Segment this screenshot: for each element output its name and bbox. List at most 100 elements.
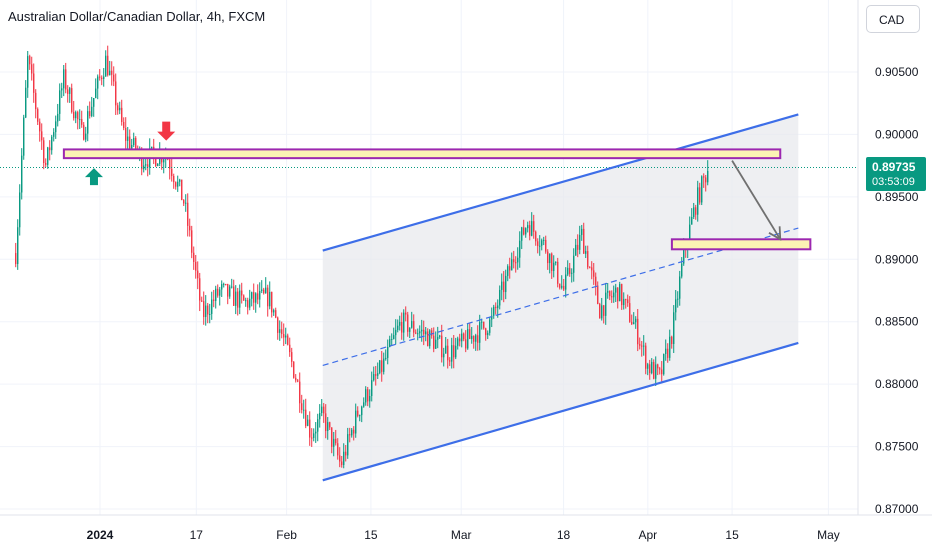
candle-body bbox=[541, 240, 543, 246]
candle-body bbox=[63, 69, 65, 89]
candle-body bbox=[239, 290, 241, 308]
candle-body bbox=[187, 202, 189, 226]
candle-body bbox=[143, 165, 145, 170]
candle-body bbox=[505, 275, 507, 293]
price-tick-label: 0.90000 bbox=[875, 127, 919, 141]
candle-body bbox=[379, 360, 381, 374]
candle-body bbox=[595, 276, 597, 286]
candle-body bbox=[551, 253, 553, 271]
candle-body bbox=[279, 329, 281, 333]
candle-body bbox=[253, 292, 255, 303]
candle-body bbox=[255, 293, 257, 303]
candle-body bbox=[523, 227, 525, 235]
candle-body bbox=[583, 228, 585, 254]
candle-body bbox=[267, 287, 269, 307]
candle-body bbox=[597, 285, 599, 304]
candle-body bbox=[357, 410, 359, 417]
candle-body bbox=[77, 112, 79, 120]
candle-body bbox=[333, 438, 335, 447]
candle-body bbox=[47, 147, 49, 165]
candle-body bbox=[561, 285, 563, 288]
candle-body bbox=[707, 170, 709, 183]
candle-body bbox=[297, 380, 299, 382]
candle-body bbox=[403, 312, 405, 333]
last-price-badge: 0.89735 03:53:09 bbox=[866, 157, 926, 191]
candle-body bbox=[217, 288, 219, 296]
currency-button[interactable]: CAD bbox=[866, 5, 920, 33]
candle-body bbox=[285, 335, 287, 338]
candle-body bbox=[33, 73, 35, 93]
candle-body bbox=[395, 329, 397, 336]
time-tick-label: 2024 bbox=[87, 528, 114, 542]
candle-body bbox=[43, 140, 45, 164]
candle-body bbox=[219, 289, 221, 296]
candle-body bbox=[613, 292, 615, 298]
candle-body bbox=[435, 339, 437, 349]
candle-body bbox=[199, 278, 201, 301]
candle-body bbox=[79, 119, 81, 121]
candle-body bbox=[225, 283, 227, 285]
buy-arrow-icon[interactable] bbox=[84, 168, 103, 186]
candle-body bbox=[609, 291, 611, 297]
price-tick-label: 0.87500 bbox=[875, 440, 919, 454]
candle-body bbox=[481, 321, 483, 323]
projection-arrow[interactable] bbox=[731, 160, 782, 240]
candle-body bbox=[457, 338, 459, 346]
candle-body bbox=[27, 56, 29, 88]
candle-body bbox=[309, 419, 311, 438]
candle-body bbox=[563, 285, 565, 290]
candle-body bbox=[599, 303, 601, 319]
support-zone[interactable] bbox=[670, 238, 812, 251]
candle-body bbox=[447, 345, 449, 361]
channel-upper-line[interactable] bbox=[322, 113, 799, 252]
resistance-zone[interactable] bbox=[62, 148, 782, 160]
candle-body bbox=[17, 227, 19, 265]
candle-body bbox=[593, 270, 595, 277]
time-tick-label: 17 bbox=[190, 528, 204, 542]
candle-body bbox=[67, 89, 69, 94]
candle-body bbox=[549, 253, 551, 264]
candle-body bbox=[359, 415, 361, 417]
price-axis[interactable]: 0.90500 0.90000 0.89500 0.89000 0.88500 0.880… bbox=[857, 0, 919, 516]
candle-body bbox=[463, 333, 465, 340]
candle-body bbox=[115, 81, 117, 106]
channel-area bbox=[322, 114, 799, 481]
time-tick-label: Feb bbox=[276, 528, 297, 542]
candle-body bbox=[437, 336, 439, 340]
candle-body bbox=[605, 292, 607, 316]
candle-body bbox=[629, 303, 631, 322]
candle-body bbox=[429, 330, 431, 347]
candle-body bbox=[93, 98, 95, 107]
candle-body bbox=[553, 262, 555, 271]
candle-body bbox=[75, 112, 77, 119]
candle-body bbox=[233, 286, 235, 306]
candle-body bbox=[179, 179, 181, 182]
time-axis[interactable]: 2024 17 Feb 15 Mar 18 Apr 15 May bbox=[0, 514, 932, 542]
candle-body bbox=[259, 290, 261, 300]
candle-body bbox=[529, 225, 531, 236]
candle-body bbox=[127, 136, 129, 141]
candle-body bbox=[373, 374, 375, 381]
sell-arrow-icon[interactable] bbox=[157, 121, 176, 141]
candle-body bbox=[291, 352, 293, 362]
candle-body bbox=[455, 345, 457, 358]
channel-lower-line[interactable] bbox=[322, 341, 799, 482]
candle-body bbox=[119, 107, 121, 111]
candle-body bbox=[35, 92, 37, 110]
channel-median-line[interactable] bbox=[322, 227, 799, 366]
candle-body bbox=[401, 321, 403, 333]
drawing-layer[interactable] bbox=[0, 113, 858, 482]
candle-body bbox=[361, 406, 363, 416]
candle-body bbox=[37, 109, 39, 122]
candle-body bbox=[317, 419, 319, 432]
candle-body bbox=[325, 413, 327, 432]
candle-body bbox=[241, 290, 243, 296]
candle-body bbox=[287, 335, 289, 345]
candle-body bbox=[313, 433, 315, 439]
candle-body bbox=[41, 131, 43, 141]
candle-body bbox=[569, 267, 571, 274]
candle-body bbox=[39, 121, 41, 132]
candle-body bbox=[639, 344, 641, 346]
candle-body bbox=[555, 261, 557, 263]
